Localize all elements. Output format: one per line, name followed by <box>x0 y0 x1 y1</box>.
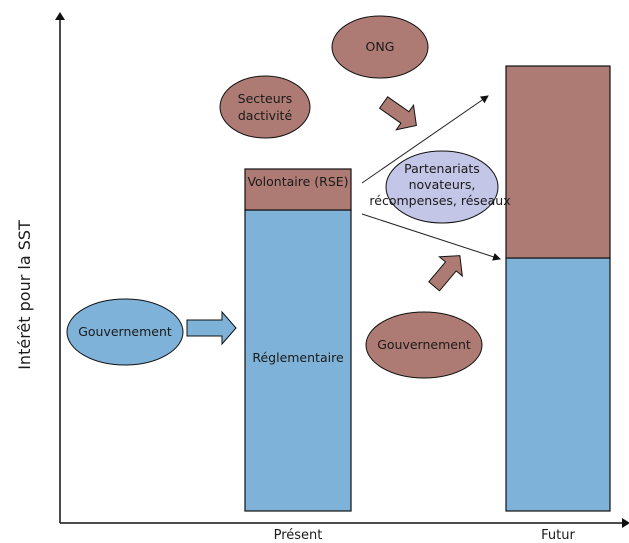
ellipse-partenariats-line3: récompenses, réseaux <box>369 193 510 208</box>
present-bar-reglementaire <box>244 209 352 512</box>
futur-bar-blue <box>505 257 611 512</box>
ellipse-partenariats-line2: novateurs, <box>409 177 476 192</box>
ellipse-secteurs-line1: Secteurs <box>238 91 293 106</box>
ellipse-partenariats: Partenariats novateurs, récompenses, rés… <box>369 150 511 224</box>
ellipse-gouvernement-right-label: Gouvernement <box>377 337 471 352</box>
present-bar-rse <box>244 168 352 211</box>
ellipse-ong-label: ONG <box>366 39 395 54</box>
y-axis-label: Intérêt pour la SST <box>15 220 34 370</box>
present-bar-reglementaire-label: Réglementaire <box>252 350 344 365</box>
ellipse-gouvernement-right: Gouvernement <box>365 311 483 379</box>
arrow-down-to-futur <box>361 213 501 261</box>
y-axis-arrow-icon <box>55 12 65 20</box>
ellipse-secteurs: Secteurs dactivité <box>219 75 311 139</box>
x-tick-futur: Futur <box>541 528 575 543</box>
present-bar-rse-label: Volontaire (RSE) <box>247 174 348 189</box>
x-axis-arrow-icon <box>622 518 629 528</box>
ellipse-secteurs-line2: dactivité <box>238 108 293 123</box>
ellipse-gouvernement-left: Gouvernement <box>66 298 184 366</box>
ellipse-partenariats-line1: Partenariats <box>404 161 480 176</box>
ellipse-ong: ONG <box>331 15 429 79</box>
x-tick-present: Présent <box>274 528 323 543</box>
block-arrow-down-right <box>378 96 417 131</box>
block-arrow-up-right <box>428 255 463 292</box>
block-arrow-right <box>186 310 237 346</box>
futur-bar-brown <box>505 65 611 259</box>
arrow-up-to-futur <box>361 95 489 184</box>
ellipse-gouvernement-left-label: Gouvernement <box>78 324 172 339</box>
